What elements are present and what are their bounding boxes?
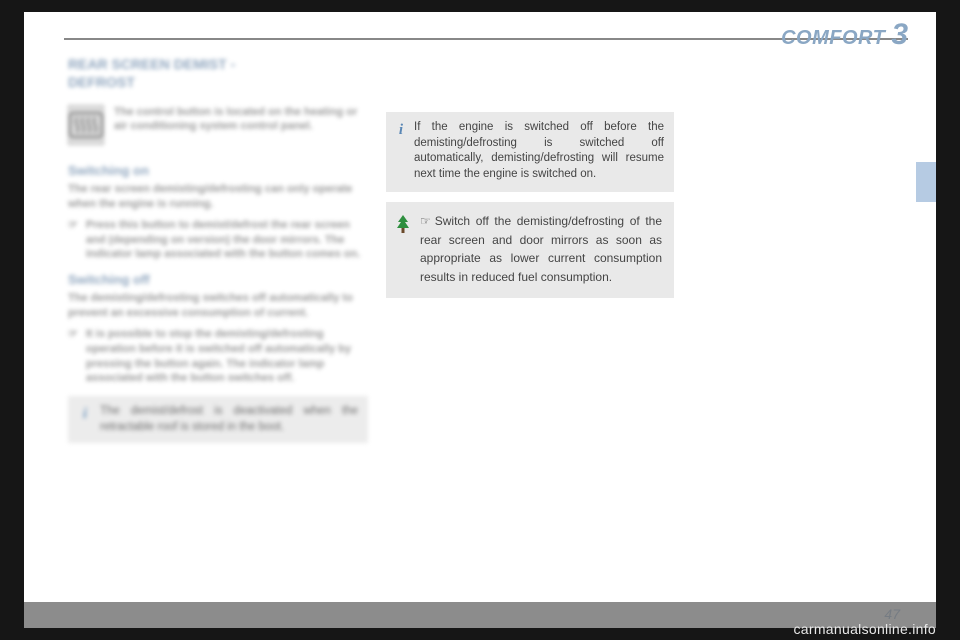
thumb-tab — [916, 162, 936, 202]
info-icon: i — [394, 120, 408, 182]
tree-icon — [394, 212, 412, 286]
title-line-2: DEFROST — [68, 74, 135, 90]
eco-note-body: Switch off the demisting/defrosting of t… — [420, 214, 662, 284]
engine-note-box: i If the engine is switched off before t… — [386, 112, 674, 192]
page-header: COMFORT 3 — [781, 18, 908, 52]
switching-on-bullet-text: Press this button to demist/defrost the … — [86, 218, 368, 263]
middle-column: i If the engine is switched off before t… — [386, 112, 674, 298]
chapter-number: 3 — [891, 18, 908, 52]
title-line-1: REAR SCREEN DEMIST - — [68, 56, 235, 72]
switching-off-heading: Switching off — [68, 272, 368, 287]
switching-on-body: The rear screen demisting/defrosting can… — [68, 182, 368, 212]
engine-note-text: If the engine is switched off before the… — [414, 120, 664, 182]
info-icon: i — [78, 404, 92, 435]
eco-note-box: ☞Switch off the demisting/defrosting of … — [386, 202, 674, 298]
watermark: carmanualsonline.info — [794, 621, 937, 637]
rear-defrost-icon — [68, 105, 104, 145]
section-title: REAR SCREEN DEMIST - DEFROST — [68, 56, 368, 91]
control-button-text: The control button is located on the hea… — [114, 105, 368, 134]
roof-note-box: i The demist/defrost is deactivated when… — [68, 396, 368, 443]
eco-note-text: ☞Switch off the demisting/defrosting of … — [420, 212, 662, 286]
control-button-note: The control button is located on the hea… — [68, 105, 368, 145]
switching-off-body: The demisting/defrosting switches off au… — [68, 291, 368, 321]
switching-on-heading: Switching on — [68, 163, 368, 178]
manual-page: COMFORT 3 REAR SCREEN DEMIST - DEFROST T… — [24, 12, 936, 628]
roof-note-text: The demist/defrost is deactivated when t… — [100, 404, 358, 435]
switching-off-bullet-text: It is possible to stop the demisting/def… — [86, 327, 368, 386]
pointer-icon: ☞ — [420, 214, 431, 228]
left-column: REAR SCREEN DEMIST - DEFROST The control… — [68, 56, 368, 443]
pointer-icon: ☞ — [68, 327, 78, 386]
switching-off-bullet: ☞ It is possible to stop the demisting/d… — [68, 327, 368, 386]
switching-on-bullet: ☞ Press this button to demist/defrost th… — [68, 218, 368, 263]
section-label: COMFORT — [781, 27, 885, 50]
pointer-icon: ☞ — [68, 218, 78, 263]
